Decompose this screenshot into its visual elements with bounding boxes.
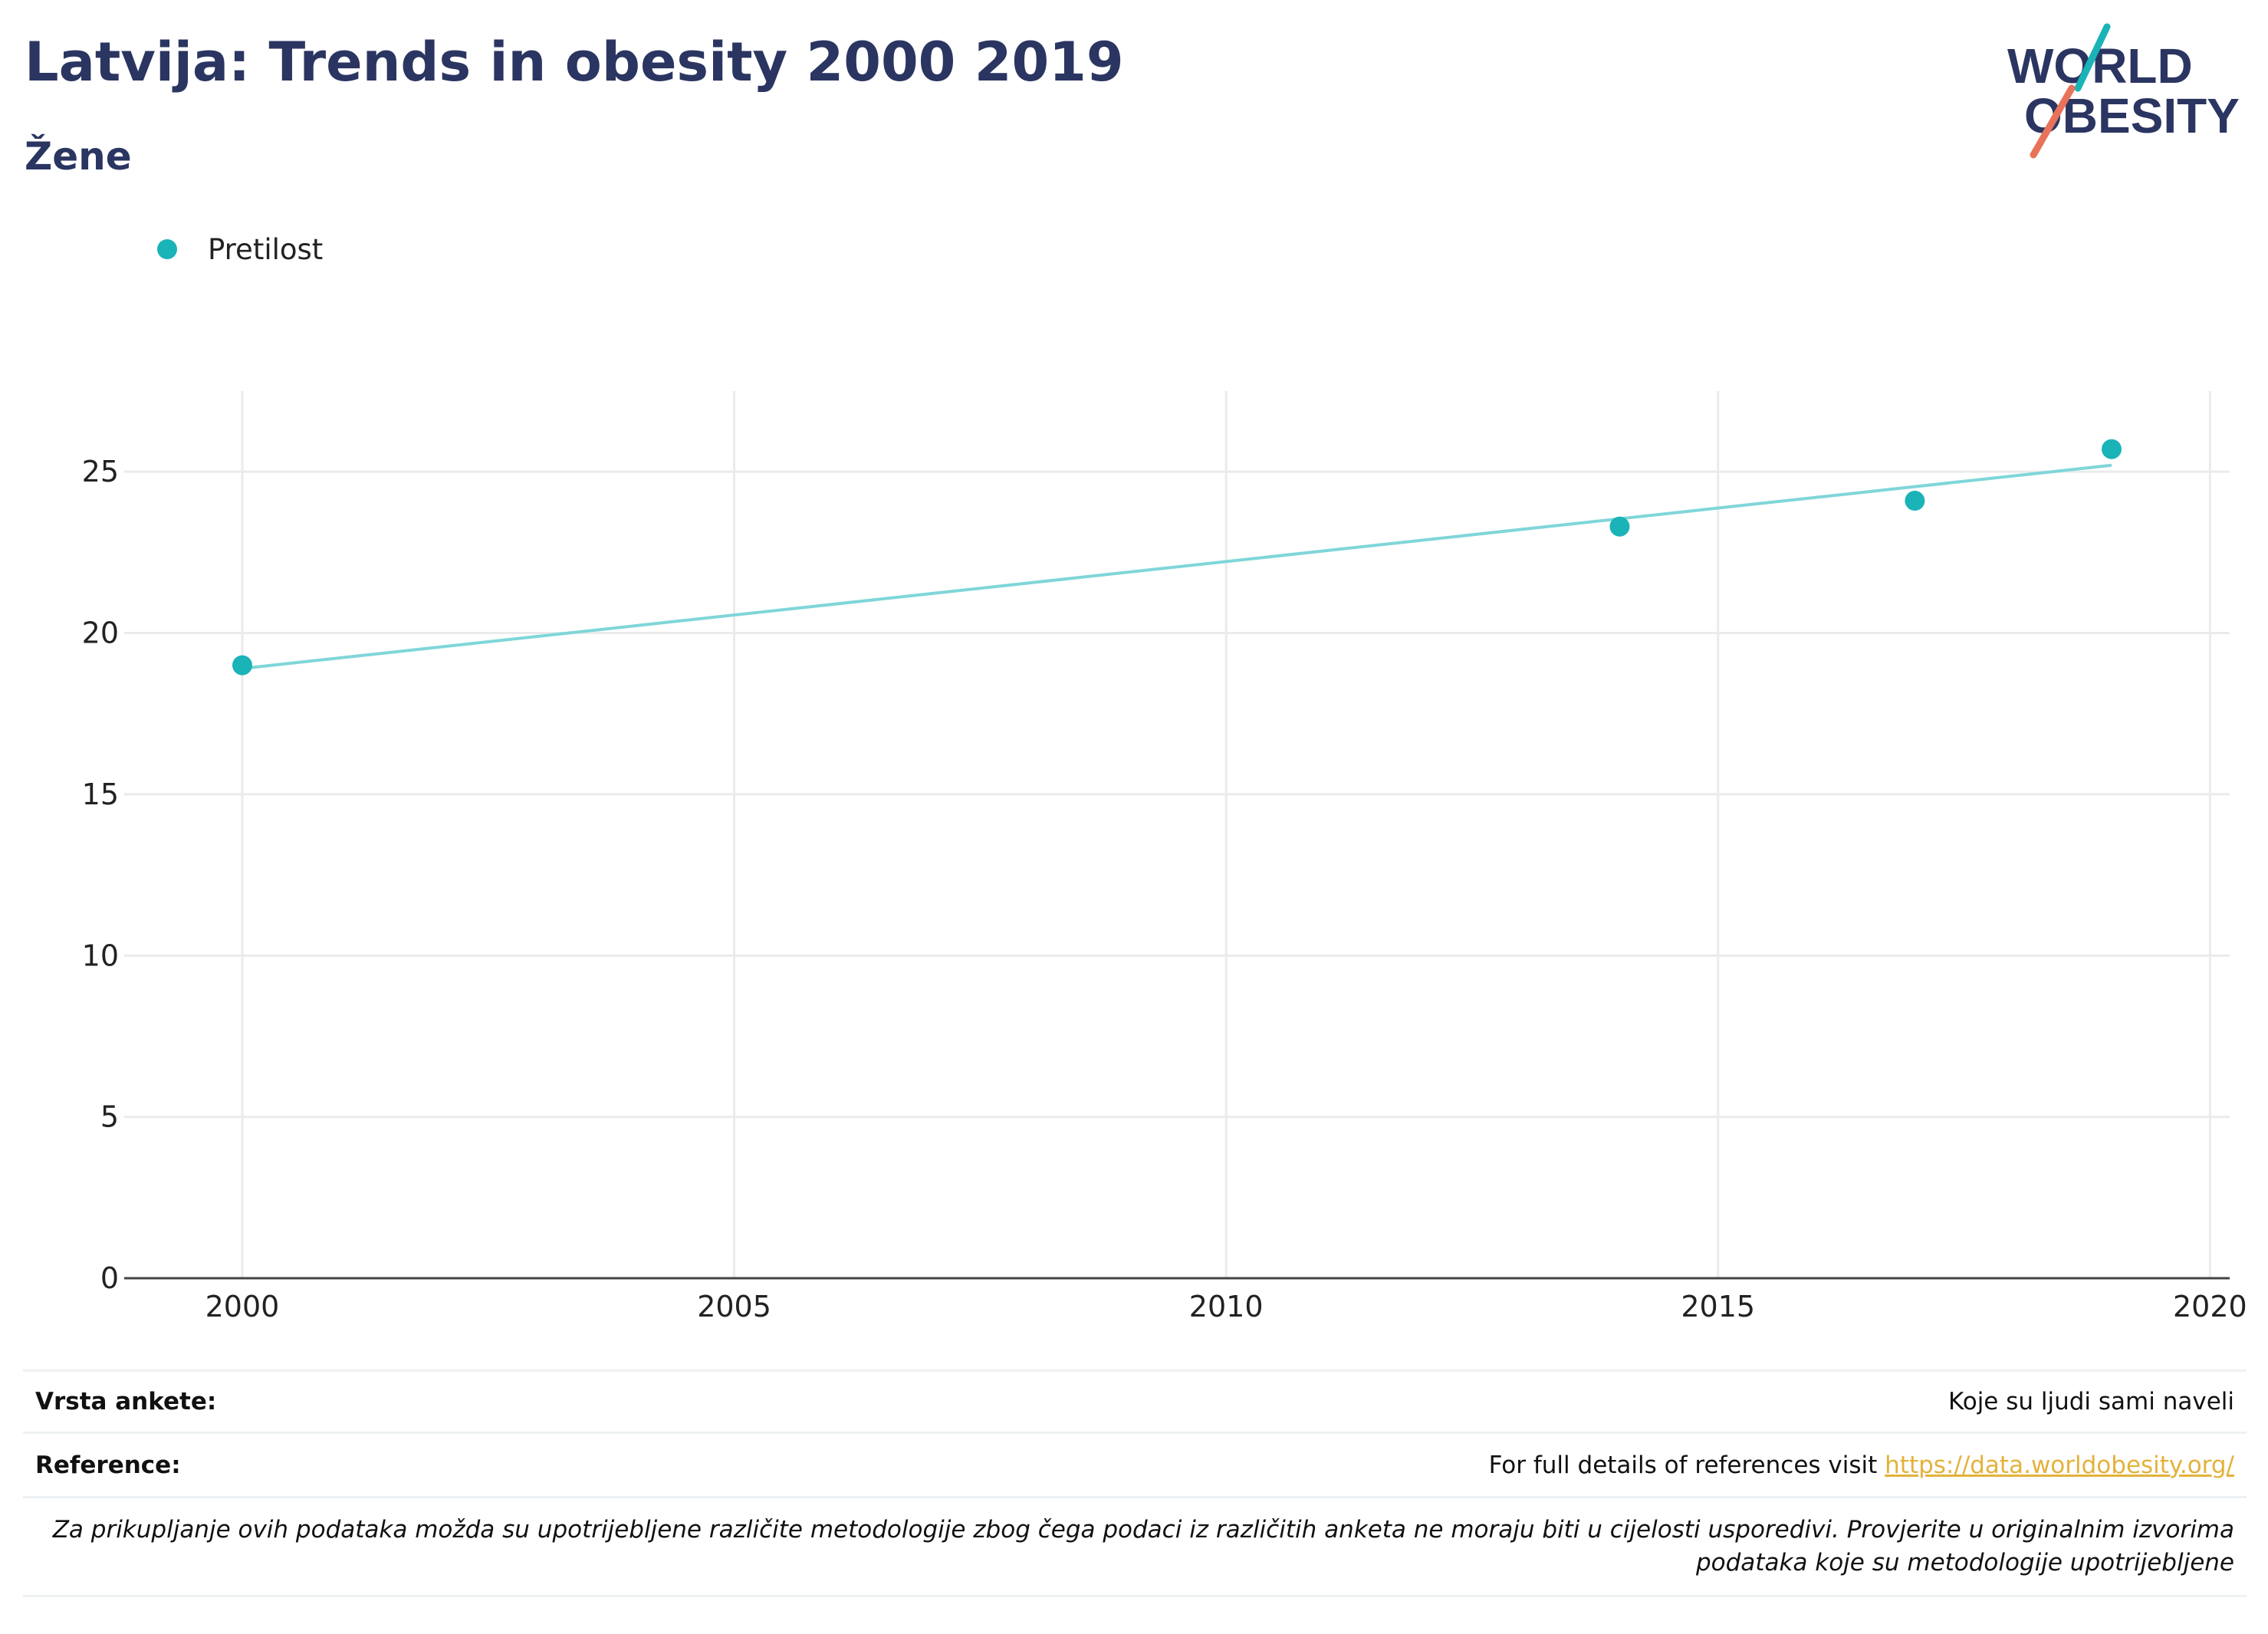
- reference-text: For full details of references visit: [1488, 1451, 1885, 1479]
- y-tick-label: 20: [82, 616, 119, 650]
- page-subtitle: Žene: [25, 134, 132, 179]
- world-obesity-logo: WORLD OBESITY: [2007, 23, 2240, 159]
- y-tick-label: 15: [82, 778, 119, 811]
- chart-legend: Pretilost: [157, 230, 323, 268]
- x-tick-label: 2020: [2173, 1290, 2247, 1323]
- reference-link[interactable]: https://data.worldobesity.org/: [1885, 1451, 2234, 1479]
- logo-line-obesity: OBESITY: [2024, 88, 2240, 143]
- chart-footer: Vrsta ankete: Koje su ljudi sami naveli …: [23, 1369, 2247, 1597]
- survey-type-row: Vrsta ankete: Koje su ljudi sami naveli: [23, 1369, 2247, 1434]
- survey-type-label: Vrsta ankete:: [35, 1388, 217, 1415]
- legend-marker: [157, 239, 177, 259]
- y-tick-label: 5: [100, 1100, 119, 1134]
- obesity-trend-chart: 0 5 10 15 20 25 2000 2005 2010 2015 2020: [82, 391, 2247, 1323]
- reference-value: For full details of references visit htt…: [1489, 1452, 2234, 1479]
- methodology-note-line-2: podataka koje su metodologije upotrijebl…: [1695, 1549, 2234, 1576]
- data-point: [232, 655, 252, 676]
- data-point: [1609, 516, 1630, 537]
- x-tick-label: 2000: [205, 1290, 280, 1323]
- page-title: Latvija: Trends in obesity 2000 2019: [25, 31, 1124, 94]
- survey-type-value: Koje su ljudi sami naveli: [1948, 1388, 2234, 1415]
- legend-label: Pretilost: [208, 232, 324, 266]
- y-tick-label: 0: [100, 1261, 119, 1295]
- methodology-note: Za prikupljanje ovih podataka možda su u…: [23, 1498, 2247, 1597]
- methodology-note-line-1: Za prikupljanje ovih podataka možda su u…: [52, 1516, 2234, 1544]
- x-tick-label: 2010: [1189, 1290, 1264, 1323]
- logo-teal-slash: [2074, 23, 2111, 92]
- reference-row: Reference: For full details of reference…: [23, 1434, 2247, 1498]
- logo-coral-slash: [2030, 84, 2076, 159]
- x-tick-label: 2015: [1681, 1290, 1755, 1323]
- x-tick-label: 2005: [697, 1290, 771, 1323]
- data-point: [2102, 439, 2122, 459]
- y-tick-label: 25: [82, 455, 119, 488]
- trend-line: [242, 463, 2112, 670]
- y-tick-label: 10: [82, 939, 119, 972]
- data-point: [1905, 491, 1925, 511]
- reference-label: Reference:: [35, 1451, 181, 1479]
